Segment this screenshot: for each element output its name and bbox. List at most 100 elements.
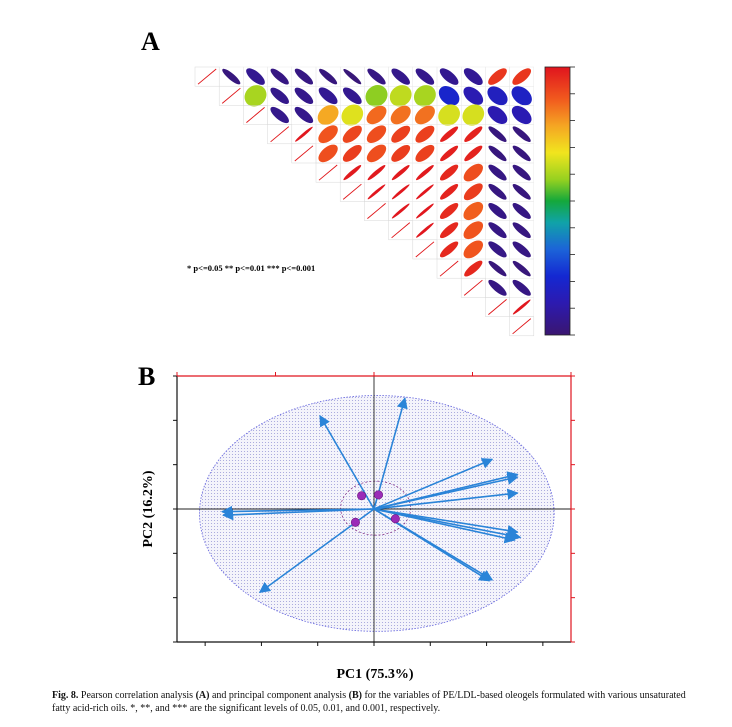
correlation-ellipse	[390, 105, 411, 125]
correlation-ellipse	[512, 241, 531, 258]
score-point	[350, 517, 360, 527]
significance-cell	[291, 143, 317, 164]
correlation-ellipse	[343, 68, 362, 85]
score-point	[390, 514, 400, 524]
significance-cell	[315, 162, 341, 183]
diagonal-line	[197, 68, 217, 85]
diagonal-line	[318, 164, 338, 181]
caption-text-e: for the variables of PE/LDL-based oleoge…	[52, 690, 686, 714]
correlation-ellipse	[270, 87, 289, 104]
correlation-ellipse	[415, 165, 434, 181]
correlation-ellipse	[391, 125, 411, 143]
diagonal-line	[270, 126, 290, 143]
correlation-ellipse	[438, 104, 460, 126]
correlation-ellipse	[366, 144, 387, 163]
loading-arrow	[373, 473, 519, 510]
correlation-ellipse	[342, 87, 362, 105]
diagonal-line	[294, 145, 314, 162]
significance-cell	[267, 124, 293, 145]
correlation-ellipse	[512, 222, 531, 239]
correlation-ellipse	[439, 68, 459, 85]
correlation-ellipse	[487, 86, 508, 106]
significance-cell	[364, 201, 389, 221]
correlation-ellipse	[365, 85, 388, 107]
correlation-ellipse	[246, 68, 265, 85]
diagonal-line	[439, 260, 459, 277]
correlation-ellipse	[440, 184, 459, 200]
significance-cell	[485, 297, 510, 317]
caption-text-a: Pearson correlation analysis	[80, 690, 196, 701]
colorbar	[544, 66, 571, 336]
pca-panel: B PC1 (75.3%) PC2 (16.2%)	[138, 362, 575, 682]
correlation-ellipse	[463, 201, 484, 221]
correlation-ellipse	[464, 260, 483, 277]
correlation-ellipse	[416, 203, 434, 219]
correlation-ellipse	[389, 85, 412, 107]
correlation-ellipse	[294, 106, 314, 124]
x-axis-title: PC1 (75.3%)	[337, 667, 414, 682]
panel-label-a: A	[141, 27, 160, 56]
panel-label-b: B	[138, 362, 155, 391]
correlation-ellipse	[415, 125, 435, 143]
correlation-ellipse	[439, 241, 459, 258]
loading-arrow	[373, 508, 516, 544]
correlation-ellipse	[488, 164, 507, 181]
correlation-ellipse	[391, 165, 410, 181]
correlation-ellipse	[488, 126, 507, 142]
diagonal-line	[221, 87, 241, 104]
diagonal-line	[342, 183, 362, 200]
diagonal-line	[367, 203, 386, 219]
figure-caption: Fig. 8. Pearson correlation analysis (A)…	[52, 689, 692, 715]
correlation-ellipse	[318, 144, 338, 163]
heatmap-cells	[194, 66, 535, 337]
correlation-panel: A * p<=0.05 ** p<=0.01 *** p<=0.001	[141, 27, 575, 337]
correlation-ellipse	[438, 86, 460, 106]
correlation-ellipse	[464, 126, 483, 142]
diagonal-line	[488, 299, 507, 315]
caption-fig-label: Fig. 8.	[52, 690, 79, 701]
correlation-ellipse	[488, 145, 507, 162]
correlation-ellipse	[318, 87, 338, 105]
correlation-ellipse	[414, 105, 435, 125]
correlation-ellipse	[295, 126, 313, 142]
correlation-ellipse	[294, 87, 314, 104]
caption-ref-b: (B)	[348, 690, 362, 701]
score-points	[350, 490, 400, 527]
correlation-ellipse	[463, 86, 484, 105]
significance-cell	[243, 105, 268, 125]
diagonal-line	[246, 107, 265, 123]
correlation-ellipse	[439, 202, 459, 220]
colorbar-ticks	[570, 66, 575, 336]
correlation-ellipse	[511, 105, 532, 125]
correlation-ellipse	[512, 126, 531, 142]
correlation-ellipse	[488, 222, 507, 239]
correlation-ellipse	[488, 202, 507, 220]
correlation-ellipse	[415, 144, 435, 162]
significance-cell	[460, 277, 486, 298]
correlation-ellipse	[512, 164, 531, 181]
correlation-ellipse	[511, 86, 532, 106]
diagonal-line	[463, 279, 483, 296]
correlation-ellipse	[294, 68, 314, 85]
y-axis-title: PC2 (16.2%)	[141, 470, 156, 547]
loading-arrow	[373, 488, 519, 510]
correlation-ellipse	[463, 221, 484, 240]
correlation-ellipse	[318, 125, 338, 144]
correlation-ellipse	[488, 260, 507, 277]
correlation-ellipse	[244, 85, 267, 107]
significance-cell	[412, 239, 438, 260]
diagonal-line	[391, 222, 411, 239]
correlation-ellipse	[464, 145, 483, 162]
correlation-ellipse	[341, 104, 364, 126]
correlation-ellipse	[342, 125, 362, 143]
significance-cell	[194, 66, 220, 87]
significance-cell	[339, 181, 365, 202]
pca-axes	[173, 372, 575, 646]
correlation-ellipse	[367, 165, 386, 181]
correlation-ellipse	[367, 68, 386, 85]
correlation-ellipse	[487, 105, 508, 125]
correlation-ellipse	[415, 68, 435, 85]
diagonal-line	[415, 241, 435, 258]
correlation-ellipse	[488, 183, 507, 200]
correlation-ellipse	[512, 145, 531, 162]
